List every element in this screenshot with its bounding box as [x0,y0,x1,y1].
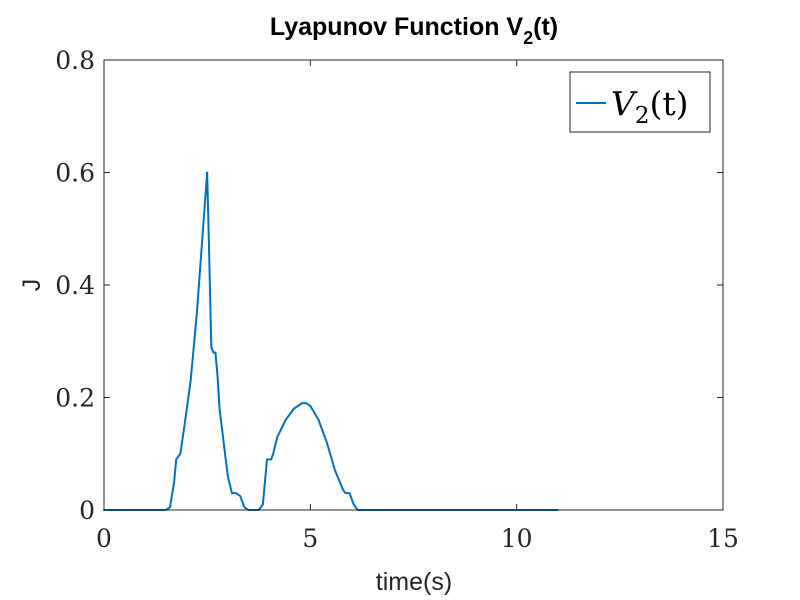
legend-label-subscript: 2 [635,103,650,129]
x-tick-label: 5 [302,524,318,553]
x-tick-labels: 0 5 10 15 [96,524,739,553]
y-tick-label: 0.8 [55,46,95,75]
plot-frame [103,59,724,511]
legend-label-main: V [611,84,638,123]
chart-title-main: Lyapunov Function V [270,13,524,41]
chart-title-suffix: (t) [533,13,558,41]
x-tick-label: 10 [501,524,533,553]
x-axis-label: time(s) [376,568,452,596]
y-tick-label: 0.6 [55,159,95,188]
legend-label: V2(t) [611,84,689,129]
y-tick-labels: 0 0.2 0.4 0.6 0.8 [55,46,95,525]
y-tick-label: 0 [79,496,95,525]
chart-title: Lyapunov Function V2(t) [270,13,558,48]
chart-title-subscript: 2 [523,28,533,48]
y-axis-label: J [18,279,46,292]
y-tick-label: 0.2 [55,384,95,413]
plot-area [104,60,723,510]
x-tick-label: 0 [96,524,112,553]
y-tick-label: 0.4 [55,271,95,300]
x-tick-label: 15 [707,524,739,553]
legend: V2(t) [569,71,711,133]
legend-label-suffix: (t) [649,84,688,123]
